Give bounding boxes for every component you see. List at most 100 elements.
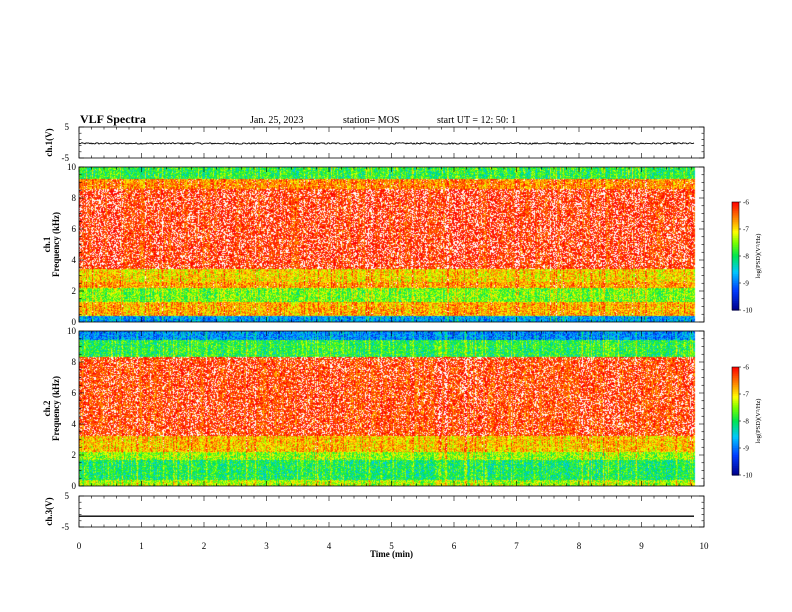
colorbar-swatch [732,401,739,404]
colorbar-swatch [732,234,739,237]
date-label: Jan. 25, 2023 [250,115,303,126]
colorbar-swatch [732,464,739,467]
colorbar-swatch [732,211,739,214]
colorbar-ch2: -6 -7 -8 -9 -10 log(PSD)(V²/Hz) [731,364,762,480]
colorbar-swatch [732,203,739,207]
colorbar-swatch [732,367,739,370]
colorbar-swatch [732,259,739,262]
colorbar-swatch [732,214,739,217]
colorbar-swatch [732,265,739,268]
colorbar-tick-label: -7 [743,391,749,399]
colorbar-swatch [732,239,739,243]
colorbar-tick-label: -10 [743,307,753,315]
colorbar-swatch [732,435,739,438]
colorbar-swatch [732,247,739,250]
y-tick-label: 5 [65,491,70,501]
colorbar-swatch [732,446,739,449]
colorbar-swatch [732,308,739,311]
colorbar-swatch [732,469,739,472]
x-tick-label: 6 [452,541,457,551]
colorbar-swatch [732,221,739,225]
colorbar-swatch [732,444,739,447]
colorbar-swatch [732,243,739,246]
colorbar-swatch [732,279,739,282]
colorbar-swatch [732,440,739,444]
colorbar-swatch [732,460,739,463]
colorbar-swatch [732,381,739,384]
colorbar-swatch [732,462,739,465]
colorbar-swatch [732,421,739,424]
colorbar-swatch [732,458,739,462]
colorbar-swatch [732,374,739,377]
colorbar-swatch [732,408,739,411]
y-tick-label: 4 [72,419,77,429]
colorbar-swatch [732,397,739,400]
colorbar-label: log(PSD)(V²/Hz) [755,234,762,279]
colorbar-swatch [732,236,739,239]
colorbar-swatch [732,263,739,266]
colorbar-swatch [732,241,739,244]
colorbar-swatch [732,223,739,226]
colorbar-swatch [732,449,739,453]
x-tick-label: 0 [77,541,82,551]
colorbar-tick-label: -10 [743,472,753,480]
colorbar-tick-label: -6 [743,364,749,372]
colorbar-swatch [732,297,739,300]
colorbar-swatch [732,431,739,435]
colorbar-swatch [732,412,739,415]
colorbar-swatch [732,232,739,235]
colorbar-swatch [732,457,739,460]
y-tick-label: 6 [72,388,77,398]
colorbar-swatch [732,388,739,391]
y-tick-label: 10 [67,326,77,336]
colorbar-swatch [732,406,739,409]
spectrogram-image-ch2 [79,331,704,486]
x-axis-label: Time (min) [370,549,413,559]
x-tick-label: 2 [202,541,207,551]
colorbar-swatch [732,238,739,241]
colorbar-ch1: -6 -7 -8 -9 -10 log(PSD)(V²/Hz) [731,199,762,315]
colorbar-swatch [732,227,739,230]
y-tick-label: 2 [72,286,77,296]
colorbar-swatch [732,415,739,418]
colorbar-swatch [732,473,739,476]
colorbar-swatch [732,394,739,397]
colorbar-swatch [732,419,739,422]
colorbar-swatch [732,385,739,388]
x-tick-label: 4 [327,541,332,551]
colorbar-tick-label: -8 [743,253,749,261]
colorbar-swatch [732,304,739,307]
colorbar-swatch [732,453,739,456]
colorbar-swatch [732,399,739,402]
x-tick-label: 3 [264,541,269,551]
y-tick-label: 4 [72,255,77,265]
colorbar-swatch [732,410,739,413]
y-tick-label: 0 [72,317,77,327]
colorbar-swatch [732,281,739,284]
x-tick-label: 1 [139,541,144,551]
colorbar-swatch [732,248,739,252]
colorbar-swatch [732,455,739,458]
colorbar-swatch [732,471,739,474]
colorbar-swatch [732,209,739,212]
colorbar-tick-label: -9 [743,445,749,453]
x-tick-label: 10 [700,541,710,551]
colorbar-swatch [732,225,739,228]
x-tick-label: 8 [577,541,582,551]
y-axis-label-frequency: Frequency (kHz) [51,212,61,277]
y-axis-label-channel: ch.2 [42,400,52,416]
colorbar-swatch [732,377,739,381]
colorbar-swatch [732,376,739,379]
colorbar-swatch [732,254,739,257]
colorbar-swatch [732,293,739,297]
colorbar-swatch [732,417,739,420]
x-tick-label: 5 [389,541,394,551]
colorbar-swatch [732,295,739,298]
colorbar-swatch [732,256,739,259]
colorbar-swatch [732,437,739,440]
colorbar-swatch [732,275,739,279]
colorbar-tick-label: -8 [743,418,749,426]
colorbar-swatch [732,448,739,451]
y-tick-label: 5 [65,122,70,132]
